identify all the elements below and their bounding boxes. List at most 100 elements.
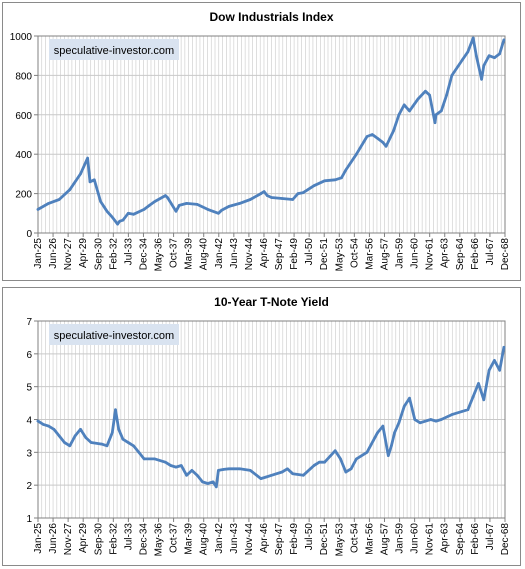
data-point [344, 470, 348, 474]
data-point [475, 54, 478, 57]
x-tick-label: Feb-66 [470, 523, 481, 555]
data-point [493, 359, 496, 362]
data-point [93, 178, 96, 182]
data-point [86, 156, 89, 160]
data-point [89, 441, 93, 444]
plot-area [37, 35, 506, 234]
data-point [418, 421, 422, 425]
y-tick-label: 800 [15, 71, 32, 82]
x-tick-label: Jan-25 [33, 238, 44, 269]
data-point [84, 436, 88, 439]
data-point [376, 137, 379, 140]
data-point [440, 109, 443, 113]
data-point [482, 398, 486, 402]
data-point [105, 210, 109, 213]
data-point [392, 129, 395, 132]
x-tick-label: Jul-50 [304, 523, 315, 551]
y-tick-label: 1 [26, 514, 32, 525]
x-tick-label: Jun-60 [410, 523, 421, 554]
data-point [262, 190, 266, 193]
x-tick-label: Jul-33 [123, 523, 134, 551]
data-point [238, 467, 241, 471]
data-point [264, 475, 268, 479]
data-point [323, 179, 326, 183]
x-tick-label: Jan-25 [33, 523, 44, 554]
watermark-box [49, 324, 179, 345]
tnote-chart: 10-Year T-Note Yield 1 2 3 4 5 6 7 Jan-25 Jun-26 N… [26, 295, 511, 557]
data-point [402, 103, 406, 107]
x-tick-label: May-36 [154, 523, 165, 557]
data-point [381, 141, 385, 144]
data-point [220, 209, 223, 212]
data-point [408, 109, 411, 113]
data-point [280, 197, 284, 200]
y-tick-label: 1000 [10, 32, 33, 43]
x-tick-label: Aug-57 [379, 523, 390, 556]
data-point [429, 418, 433, 421]
data-point [57, 434, 61, 438]
x-tick-label: Feb-49 [289, 523, 300, 555]
x-tick-label: Jun-26 [48, 523, 59, 554]
data-point [471, 36, 475, 40]
data-point [169, 464, 172, 467]
data-point [79, 172, 82, 176]
data-point [381, 424, 385, 428]
data-point [487, 369, 491, 372]
data-point [132, 213, 135, 216]
x-tick-label: Aug-57 [379, 238, 390, 271]
data-point [100, 442, 103, 446]
data-point [502, 346, 506, 349]
data-point [344, 168, 348, 172]
data-point [105, 444, 109, 448]
data-point [259, 192, 263, 195]
x-tick-label: Feb-49 [289, 238, 300, 270]
data-point [390, 444, 393, 448]
x-tick-label: Apr-63 [440, 523, 451, 553]
x-tick-label: Jan-42 [214, 523, 225, 554]
data-point [445, 93, 448, 97]
x-tick-label: Sep-30 [93, 523, 104, 556]
data-point [211, 480, 215, 484]
data-point [349, 467, 353, 471]
data-point [36, 208, 40, 211]
x-tick-label: Dec-34 [138, 523, 149, 556]
x-tick-label: Mar-56 [364, 523, 375, 555]
data-point [259, 477, 263, 480]
x-tick-label: Oct-37 [169, 238, 180, 268]
data-point [185, 202, 188, 205]
data-point [132, 444, 135, 448]
data-point [498, 52, 502, 55]
chart-title: 10-Year T-Note Yield [214, 295, 329, 309]
x-tick-label: Jul-67 [485, 523, 496, 551]
data-point [471, 395, 475, 398]
data-point [117, 428, 120, 431]
data-point [126, 212, 130, 215]
data-point [217, 469, 220, 472]
x-tick-label: Feb-32 [108, 523, 119, 555]
data-point [340, 176, 343, 180]
data-point [217, 212, 220, 215]
data-point [238, 202, 241, 205]
y-tick-label: 3 [26, 448, 32, 459]
data-point [365, 135, 369, 138]
data-point [397, 113, 401, 117]
data-point [166, 196, 169, 199]
data-point [402, 405, 406, 408]
x-tick-label: Sep-64 [455, 238, 466, 271]
data-point [206, 208, 210, 211]
data-point [180, 464, 183, 467]
watermark-box [49, 39, 179, 60]
data-point [339, 457, 342, 461]
data-point [153, 457, 157, 461]
data-point [114, 408, 117, 411]
data-point [376, 431, 379, 434]
x-tick-label: Mar-39 [184, 238, 195, 270]
y-tick-label: 600 [15, 111, 32, 122]
data-point [333, 178, 337, 182]
data-point [318, 460, 321, 464]
data-point [111, 215, 114, 219]
data-point [118, 219, 121, 223]
data-point [177, 204, 181, 207]
data-point [88, 180, 92, 184]
x-tick-label: Dec-51 [319, 238, 330, 271]
